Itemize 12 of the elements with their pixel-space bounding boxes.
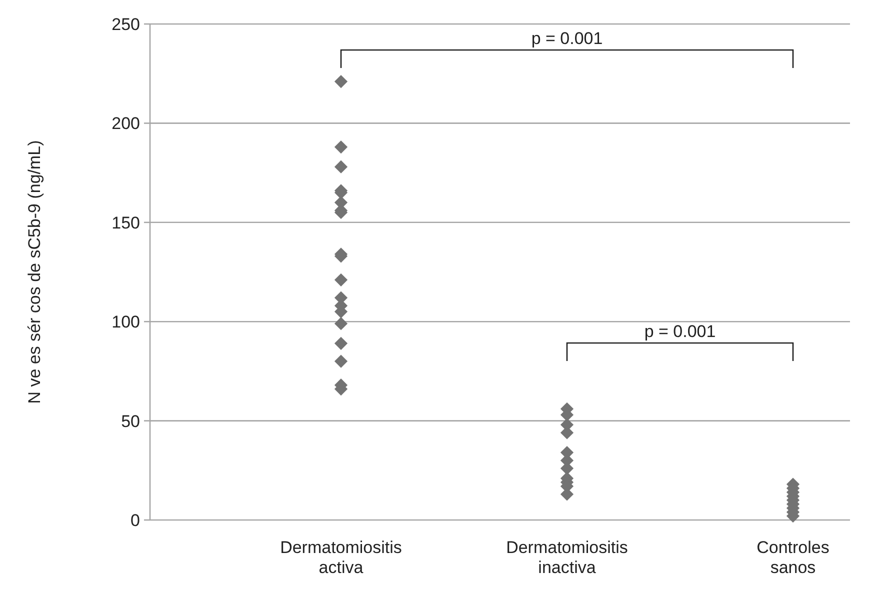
y-tick-label: 100: [112, 312, 140, 332]
x-tick-label: Dermatomiositis inactiva: [506, 538, 628, 577]
y-tick-label: 50: [121, 412, 140, 431]
y-tick-label: 250: [112, 14, 140, 34]
y-axis-title: N ve es sér cos de sC5b-9 (ng/mL): [25, 140, 44, 404]
annotation: p = 0.001: [531, 29, 603, 48]
x-tick-label: Dermatomiositis activa: [280, 538, 402, 577]
x-tick-label: Controles sanos: [756, 538, 830, 577]
annotation: p = 0.001: [644, 322, 716, 341]
y-tick-label: 0: [130, 510, 140, 530]
y-tick-label: 200: [112, 114, 140, 134]
y-tick-label: 150: [112, 213, 140, 232]
